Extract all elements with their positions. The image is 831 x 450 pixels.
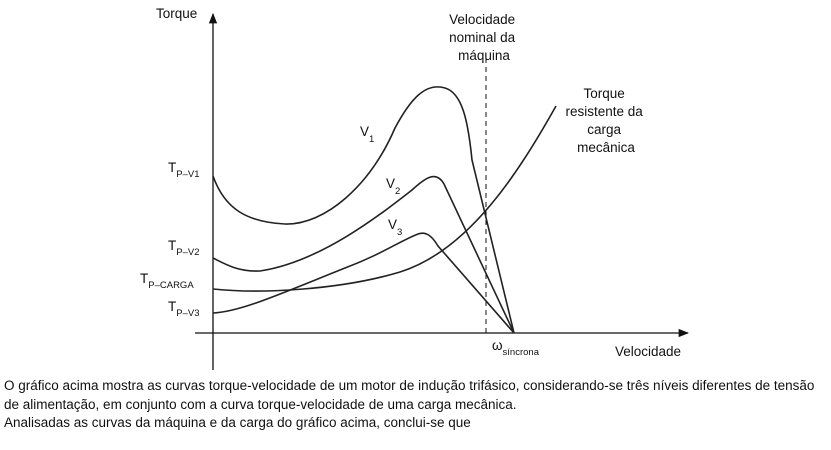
curve-v1 bbox=[212, 86, 515, 334]
tick-label-tp-v2: TP–V2 bbox=[168, 238, 200, 258]
load-curve-label: Torque resistente da carga mecânica bbox=[565, 86, 646, 155]
load-curve bbox=[212, 105, 557, 292]
tick-label-tp-v3: TP–V3 bbox=[168, 299, 200, 319]
curve-label-v2: V2 bbox=[386, 176, 400, 197]
question-paragraph: Analisadas as curvas da máquina e da car… bbox=[4, 415, 471, 430]
curve-label-v3: V3 bbox=[388, 217, 402, 238]
curve-label-v1: V1 bbox=[360, 124, 374, 145]
tick-label-tp-carga: TP–CARGA bbox=[140, 271, 194, 291]
y-axis-label: Torque bbox=[156, 6, 197, 21]
curve-v3 bbox=[212, 232, 515, 334]
torque-speed-diagram: Torque Velocidade Velocidade nominal da … bbox=[140, 6, 690, 370]
description-paragraph: O gráfico acima mostra as curvas torque-… bbox=[4, 378, 815, 412]
curve-v2 bbox=[212, 175, 515, 334]
tick-label-tp-v1: TP–V1 bbox=[168, 160, 200, 180]
x-axis-label: Velocidade bbox=[615, 344, 681, 359]
nominal-speed-label: Velocidade nominal da máquina bbox=[449, 12, 519, 63]
sync-speed-label: ωsíncrona bbox=[492, 338, 540, 358]
